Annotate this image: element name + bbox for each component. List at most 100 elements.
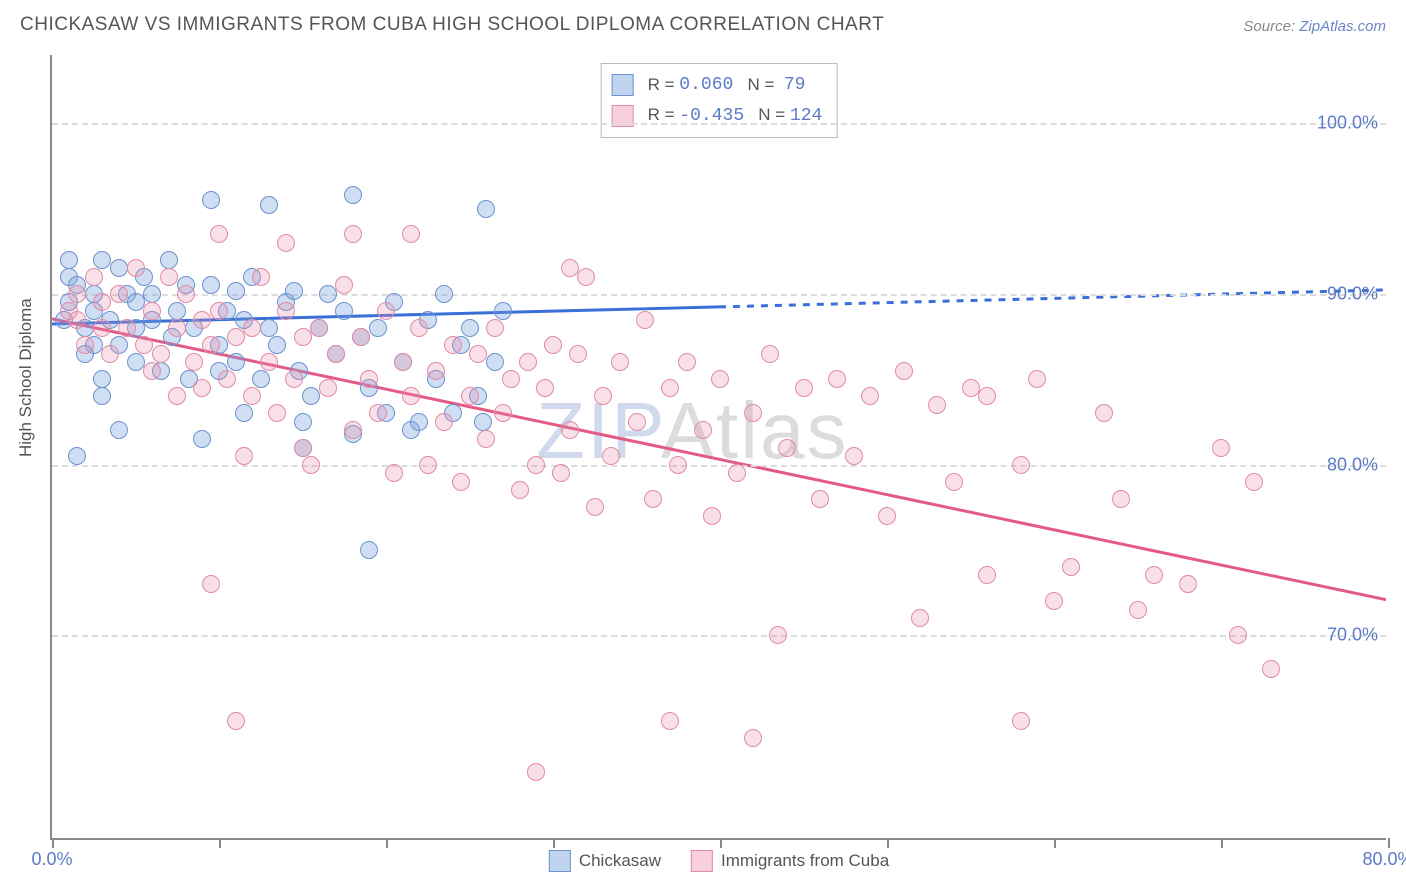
- data-point: [778, 439, 796, 457]
- data-point: [143, 285, 161, 303]
- data-point: [1179, 575, 1197, 593]
- data-point: [210, 362, 228, 380]
- data-point: [68, 276, 86, 294]
- data-point: [227, 328, 245, 346]
- data-point: [177, 276, 195, 294]
- data-point: [227, 282, 245, 300]
- data-point: [1129, 601, 1147, 619]
- data-point: [377, 404, 395, 422]
- xtick: [887, 838, 889, 848]
- data-point: [319, 379, 337, 397]
- data-point: [202, 276, 220, 294]
- data-point: [1045, 592, 1063, 610]
- data-point: [477, 430, 495, 448]
- data-point: [494, 302, 512, 320]
- xtick: [1388, 838, 1390, 848]
- data-point: [552, 464, 570, 482]
- data-point: [60, 268, 78, 286]
- data-point: [93, 251, 111, 269]
- data-point: [461, 387, 479, 405]
- data-point: [661, 712, 679, 730]
- plot-area: High School Diploma ZIPAtlas R = 0.060 N…: [50, 55, 1386, 840]
- data-point: [127, 319, 145, 337]
- data-point: [1212, 439, 1230, 457]
- data-point: [1245, 473, 1263, 491]
- data-point: [177, 285, 195, 303]
- data-point: [294, 439, 312, 457]
- data-point: [435, 413, 453, 431]
- data-point: [703, 507, 721, 525]
- data-point: [335, 302, 353, 320]
- data-point: [928, 396, 946, 414]
- source-link[interactable]: ZipAtlas.com: [1299, 18, 1386, 35]
- data-point: [410, 319, 428, 337]
- data-point: [294, 439, 312, 457]
- data-point: [828, 370, 846, 388]
- gridline-h: [52, 465, 1386, 467]
- swatch-series-0: [612, 74, 634, 96]
- data-point: [419, 456, 437, 474]
- data-point: [227, 712, 245, 730]
- data-point: [127, 293, 145, 311]
- data-point: [477, 200, 495, 218]
- data-point: [678, 353, 696, 371]
- data-point: [110, 336, 128, 354]
- data-point: [602, 447, 620, 465]
- data-point: [60, 293, 78, 311]
- data-point: [202, 191, 220, 209]
- data-point: [494, 404, 512, 422]
- data-point: [486, 319, 504, 337]
- data-point: [193, 379, 211, 397]
- data-point: [290, 362, 308, 380]
- data-point: [577, 268, 595, 286]
- data-point: [761, 345, 779, 363]
- data-point: [118, 285, 136, 303]
- data-point: [452, 473, 470, 491]
- data-point: [544, 336, 562, 354]
- data-point: [369, 319, 387, 337]
- data-point: [185, 319, 203, 337]
- data-point: [1112, 490, 1130, 508]
- data-point: [344, 225, 362, 243]
- data-point: [110, 421, 128, 439]
- data-point: [285, 282, 303, 300]
- data-point: [85, 336, 103, 354]
- data-point: [711, 370, 729, 388]
- data-point: [945, 473, 963, 491]
- stats-row-0: R = 0.060 N = 79: [612, 70, 823, 101]
- stats-row-1: R = -0.435 N = 124: [612, 101, 823, 132]
- data-point: [160, 251, 178, 269]
- data-point: [168, 302, 186, 320]
- data-point: [527, 456, 545, 474]
- data-point: [268, 336, 286, 354]
- data-point: [410, 413, 428, 431]
- data-point: [385, 293, 403, 311]
- data-point: [76, 336, 94, 354]
- xtick: [52, 838, 54, 848]
- data-point: [68, 285, 86, 303]
- data-point: [561, 259, 579, 277]
- data-point: [218, 302, 236, 320]
- data-point: [352, 328, 370, 346]
- data-point: [352, 328, 370, 346]
- data-point: [527, 763, 545, 781]
- data-point: [978, 566, 996, 584]
- data-point: [811, 490, 829, 508]
- data-point: [669, 456, 687, 474]
- data-point: [277, 234, 295, 252]
- data-point: [93, 387, 111, 405]
- data-point: [101, 311, 119, 329]
- data-point: [327, 345, 345, 363]
- data-point: [193, 430, 211, 448]
- data-point: [168, 387, 186, 405]
- xtick: [386, 838, 388, 848]
- data-point: [502, 370, 520, 388]
- data-point: [344, 421, 362, 439]
- chart-title: CHICKASAW VS IMMIGRANTS FROM CUBA HIGH S…: [20, 14, 884, 36]
- source-label: Source: ZipAtlas.com: [1243, 18, 1386, 35]
- data-point: [110, 285, 128, 303]
- data-point: [452, 336, 470, 354]
- data-point: [85, 285, 103, 303]
- watermark: ZIPAtlas: [536, 385, 848, 477]
- data-point: [85, 268, 103, 286]
